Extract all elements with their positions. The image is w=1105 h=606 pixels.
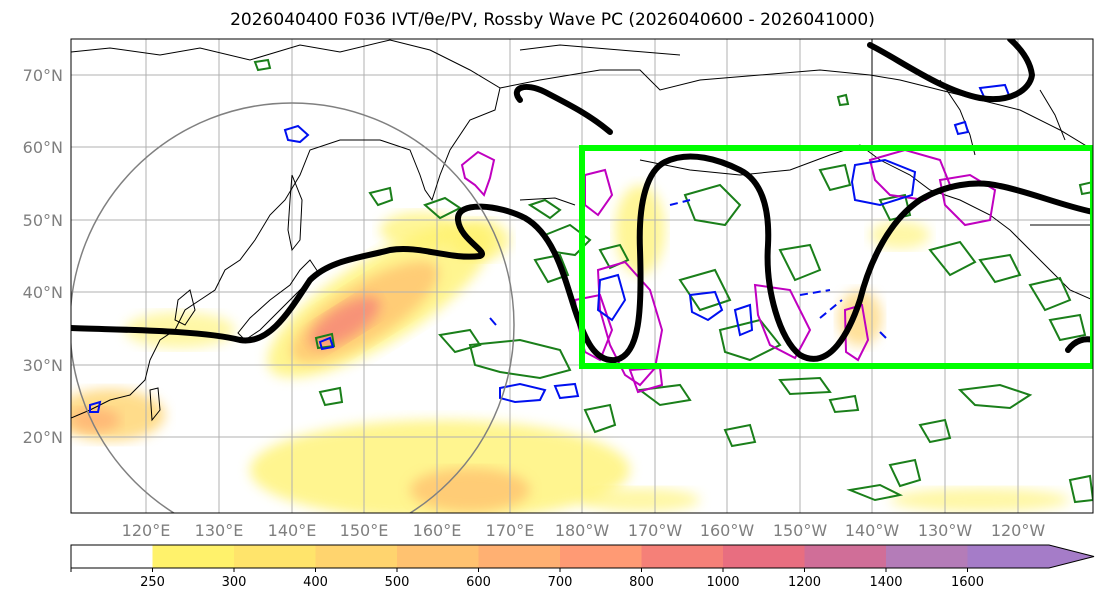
colorbar-outline: [70, 544, 1095, 569]
lon-label: 160°E: [413, 521, 462, 540]
rossby-wave-box: [579, 145, 1093, 369]
map-title: 2026040400 F036 IVT/θe/PV, Rossby Wave P…: [230, 10, 875, 30]
lat-label: 40°N: [23, 283, 63, 302]
colorbar-segment: [71, 545, 153, 568]
lon-label: 130°E: [195, 521, 244, 540]
lon-label: 120°E: [122, 521, 171, 540]
lon-label: 170°W: [628, 521, 683, 540]
colorbar-tick-label: 400: [303, 575, 328, 590]
magenta-contours: [460, 148, 997, 394]
colorbar-segment: [967, 545, 1094, 568]
colorbar-tick-label: 700: [548, 575, 573, 590]
colorbar-tick-label: 800: [629, 575, 654, 590]
lat-label: 20°N: [23, 428, 63, 447]
colorbar-tick-label: 300: [222, 575, 247, 590]
colorbar-tick-label: 600: [466, 575, 491, 590]
colorbar-tick-label: 250: [140, 575, 165, 590]
colorbar-tick-label: 1000: [706, 575, 739, 590]
lon-label: 120°W: [991, 521, 1046, 540]
rossby-wave-line: [71, 153, 1093, 364]
map-border: [70, 38, 1094, 514]
colorbar-segment: [478, 545, 561, 568]
lon-label: 180°W: [555, 521, 610, 540]
lon-label: 130°W: [918, 521, 973, 540]
colorbar-segment: [560, 545, 642, 568]
colorbar-segment: [886, 545, 968, 568]
colorbar-segment: [234, 545, 316, 568]
colorbar-segment: [397, 545, 479, 568]
ivt-colorbar: 250 300 400 500 600 700 800 1000 1200 1400 1600: [70, 544, 1095, 590]
lon-label: 160°W: [700, 521, 755, 540]
lat-label: 70°N: [23, 66, 63, 85]
colorbar-segment: [152, 545, 235, 568]
lat-label: 50°N: [23, 211, 63, 230]
coastlines: [71, 39, 1093, 422]
lon-label: 170°E: [486, 521, 535, 540]
rossby-wave-line-north: [513, 83, 613, 135]
colorbar-tick-label: 1200: [788, 575, 821, 590]
colorbar-tick-label: 1400: [869, 575, 902, 590]
colorbar-segment: [723, 545, 805, 568]
colorbar-segment: [315, 545, 398, 568]
lon-label: 150°E: [340, 521, 389, 540]
lat-label: 60°N: [23, 138, 63, 157]
longitude-labels: 120°E 130°E 140°E 150°E 160°E 170°E 180°…: [122, 521, 1046, 540]
lon-label: 140°E: [268, 521, 317, 540]
rossby-wave-line-northeast: [867, 39, 1036, 103]
reference-circle: [71, 102, 515, 513]
colorbar-segment: [641, 545, 724, 568]
lon-label: 150°W: [773, 521, 828, 540]
colorbar-tick-label: 1600: [951, 575, 984, 590]
green-contours: [253, 58, 1093, 504]
latitude-labels: 70°N 60°N 50°N 40°N 30°N 20°N: [23, 66, 63, 447]
colorbar-tick-label: 500: [385, 575, 410, 590]
lon-label: 140°W: [845, 521, 900, 540]
colorbar-segment: [804, 545, 887, 568]
lat-label: 30°N: [23, 356, 63, 375]
